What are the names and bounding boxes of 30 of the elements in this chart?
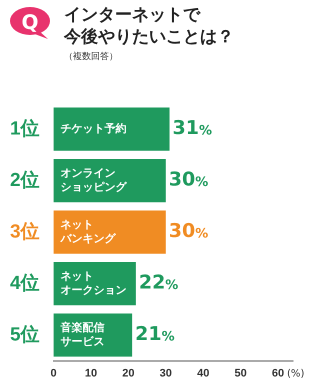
annotation: ネットバンキング [60, 218, 117, 245]
y-tick-label: 3位 [10, 221, 40, 242]
data-label: 22% [138, 272, 178, 294]
data-label: 30% [168, 220, 208, 242]
x-tick-label: 40 [197, 367, 210, 380]
annotation: 音楽配信サービス [60, 320, 105, 348]
x-tick-label: 20 [122, 367, 135, 380]
bar [54, 262, 136, 306]
x-tick-label: 60 [272, 367, 284, 380]
bar [54, 210, 166, 254]
y-tick-label: 4位 [10, 272, 40, 294]
chart-title: インターネットで今後やりたいことは？ [64, 4, 234, 48]
annotation: チケット予約 [60, 122, 127, 135]
bar [54, 159, 166, 202]
bar [54, 108, 170, 151]
x-axis-title: (%) [287, 368, 304, 380]
annotation: ネットオークション [60, 269, 127, 296]
x-tick-label: 0 [50, 367, 57, 380]
chart-subtitle: （複数回答） [64, 50, 118, 63]
y-tick-label: 2位 [10, 170, 40, 191]
text: Q [8, 10, 52, 34]
y-tick-label: 5位 [10, 324, 40, 346]
x-tick-label: 10 [84, 367, 98, 380]
y-tick-label: 1位 [10, 118, 40, 140]
data-label: 30% [168, 168, 208, 191]
data-label: 21% [135, 322, 175, 345]
x-tick-label: 50 [234, 367, 247, 380]
x-tick-label: 30 [160, 367, 172, 380]
data-label: 31% [172, 117, 212, 140]
annotation: オンラインショッピング [60, 166, 128, 194]
